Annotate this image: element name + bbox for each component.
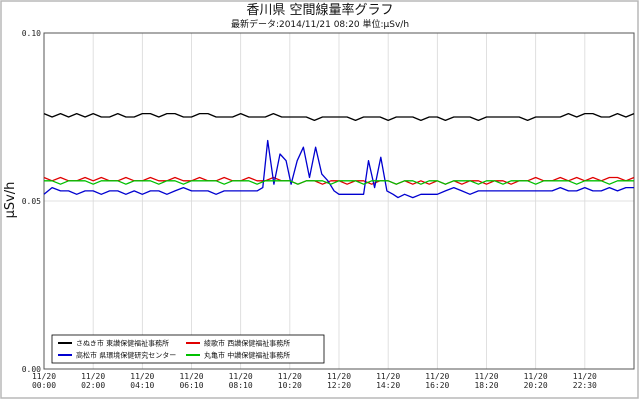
y-tick-label: 0.00 xyxy=(22,365,41,374)
series-group xyxy=(43,112,635,199)
x-tick-label-date: 11/20 xyxy=(229,372,253,381)
x-tick-label-time: 10:20 xyxy=(278,381,302,390)
y-axis-label: μSv/h xyxy=(3,182,18,219)
legend-label: 綾歌市 西讃保健福祉事務所 xyxy=(204,339,290,348)
series-line-3 xyxy=(43,139,634,199)
legend-box xyxy=(51,334,325,364)
x-tick-label-time: 20:20 xyxy=(524,381,548,390)
x-tick-label-date: 11/20 xyxy=(474,372,498,381)
y-tick-label: 0.10 xyxy=(22,29,41,38)
x-axis-ticks: 11/2000:0011/2002:0011/2004:1011/2006:10… xyxy=(32,372,597,390)
y-tick-label: 0.05 xyxy=(22,197,41,206)
chart-title: 香川県 空間線量率グラフ xyxy=(246,2,393,18)
legend-label: 丸亀市 中讃保健福祉事務所 xyxy=(204,351,290,360)
chart-subtitle: 最新データ:2014/11/21 08:20 単位:μSv/h xyxy=(231,18,409,30)
x-tick-label-time: 14:20 xyxy=(376,381,400,390)
x-tick-label-time: 22:30 xyxy=(573,381,597,390)
x-tick-label-time: 12:20 xyxy=(327,381,351,390)
legend-label: 高松市 県環境保健研究センター xyxy=(76,351,176,360)
x-tick-label-time: 04:10 xyxy=(130,381,154,390)
x-tick-label-date: 11/20 xyxy=(327,372,351,381)
x-tick-label-date: 11/20 xyxy=(130,372,154,381)
x-tick-label-time: 08:10 xyxy=(229,381,253,390)
x-tick-label-date: 11/20 xyxy=(376,372,400,381)
x-tick-label-time: 18:20 xyxy=(474,381,498,390)
x-tick-label-date: 11/20 xyxy=(573,372,597,381)
x-tick-label-date: 11/20 xyxy=(179,372,203,381)
x-tick-label-time: 02:00 xyxy=(81,381,105,390)
x-tick-label-time: 16:20 xyxy=(425,381,449,390)
x-tick-label-date: 11/20 xyxy=(524,372,548,381)
plot-area xyxy=(43,32,635,370)
x-tick-label-date: 11/20 xyxy=(425,372,449,381)
x-tick-label-date: 11/20 xyxy=(278,372,302,381)
x-tick-label-date: 11/20 xyxy=(32,372,56,381)
legend-label: さぬき市 東讃保健福祉事務所 xyxy=(76,339,169,348)
series-line-1 xyxy=(43,112,635,122)
y-axis-ticks: 0.00 0.05 0.10 xyxy=(22,29,41,374)
x-tick-label-date: 11/20 xyxy=(81,372,105,381)
x-tick-label-time: 06:10 xyxy=(179,381,203,390)
x-tick-label-time: 00:00 xyxy=(32,381,56,390)
series-line-4 xyxy=(44,180,634,185)
